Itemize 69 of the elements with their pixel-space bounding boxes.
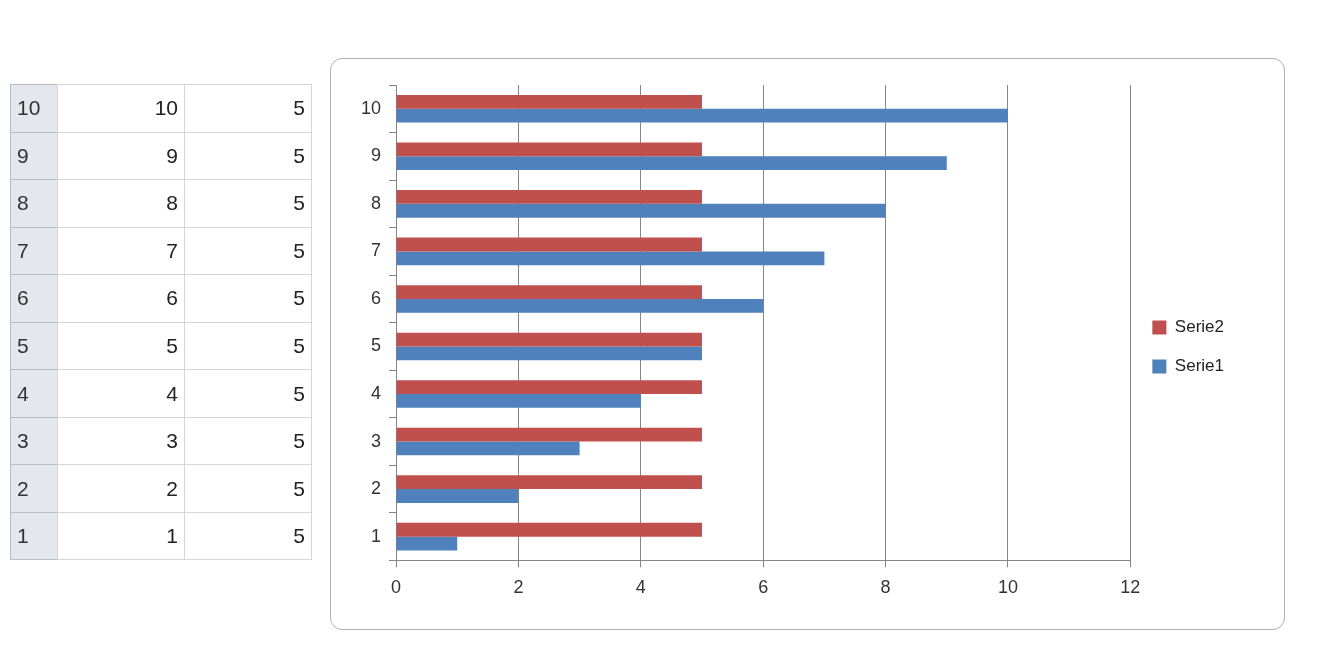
bar — [396, 441, 580, 456]
data-label: 3 — [166, 429, 178, 454]
data-label: 5 — [293, 143, 305, 168]
category-label: 10 — [17, 96, 41, 120]
data-label: 5 — [293, 191, 305, 216]
category-label: 6 — [17, 286, 29, 310]
bar — [396, 427, 702, 442]
data-label: 5 — [293, 476, 305, 501]
data-label: 5 — [293, 524, 305, 549]
data-label: 7 — [166, 238, 178, 263]
bar — [396, 332, 702, 347]
data-label: 5 — [293, 96, 305, 121]
data-label: 5 — [293, 333, 305, 358]
category-label: 2 — [17, 476, 29, 500]
category-label: 8 — [17, 191, 29, 215]
legend-label: Serie1 — [1174, 356, 1224, 376]
bar — [396, 346, 702, 361]
x-tick-label: 10 — [997, 577, 1018, 598]
data-label: 4 — [166, 381, 178, 406]
x-tick-label: 2 — [513, 577, 524, 598]
bar — [396, 203, 886, 218]
bar — [396, 394, 641, 408]
data-label: 5 — [293, 429, 305, 454]
x-tick-label: 4 — [635, 577, 646, 598]
data-label: 5 — [166, 333, 178, 358]
bar — [396, 475, 702, 490]
data-label: 5 — [293, 286, 305, 311]
legend-label: Serie2 — [1174, 317, 1224, 337]
bar — [396, 522, 702, 537]
y-tick-label: 7 — [371, 240, 382, 261]
y-tick-label: 4 — [371, 382, 382, 403]
bar — [396, 156, 947, 171]
bar — [396, 94, 702, 109]
category-label: 5 — [17, 333, 29, 357]
category-label: 3 — [17, 429, 29, 453]
y-tick-label: 2 — [371, 478, 382, 499]
bar — [396, 489, 519, 503]
y-tick-label: 9 — [371, 145, 382, 166]
y-tick-label: 5 — [371, 335, 382, 356]
category-label: 4 — [17, 381, 29, 405]
y-tick-label: 10 — [360, 97, 382, 118]
data-label: 9 — [166, 143, 178, 168]
data-label: 1 — [166, 524, 178, 549]
x-tick-label: 6 — [758, 577, 769, 598]
bar — [396, 237, 702, 252]
y-tick-label: 1 — [371, 525, 382, 546]
category-label: 7 — [17, 238, 29, 262]
data-label: 10 — [154, 96, 178, 121]
x-tick-label: 12 — [1120, 577, 1141, 598]
y-tick-label: 8 — [371, 192, 382, 213]
bar — [396, 285, 702, 299]
y-tick-label: 3 — [371, 430, 382, 451]
category-label: 1 — [17, 524, 29, 548]
data-label: 5 — [293, 238, 305, 263]
bar — [396, 298, 764, 313]
x-tick-label: 8 — [880, 577, 891, 598]
data-label: 6 — [166, 286, 178, 311]
bar — [396, 536, 458, 551]
data-label: 2 — [166, 476, 178, 501]
bar — [396, 251, 825, 266]
bar — [396, 142, 702, 157]
data-label: 8 — [166, 191, 178, 216]
bar — [396, 380, 702, 395]
y-tick-label: 6 — [371, 287, 382, 308]
bar — [396, 108, 1008, 123]
x-tick-label: 0 — [391, 577, 402, 598]
bar — [396, 190, 702, 204]
data-label: 5 — [293, 381, 305, 406]
category-label: 9 — [17, 143, 29, 167]
